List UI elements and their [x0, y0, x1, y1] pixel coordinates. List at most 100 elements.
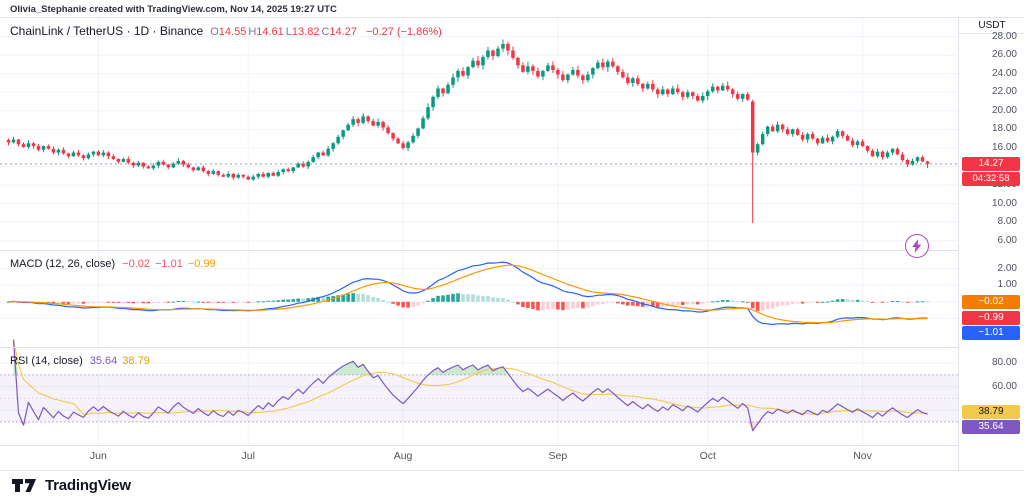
- candle-body: [301, 163, 305, 167]
- candle-body: [311, 157, 315, 162]
- candle-body: [386, 127, 390, 134]
- macd-histogram-bar: [436, 295, 440, 302]
- macd-histogram-bar: [241, 301, 246, 303]
- candle-body: [925, 161, 930, 164]
- candle-body: [376, 121, 380, 126]
- candle-body: [691, 92, 695, 96]
- macd-histogram-bar: [351, 293, 355, 302]
- rsi-band-layer: [0, 339, 958, 431]
- candle-body: [196, 167, 201, 171]
- macd-tick-label: 1.00: [997, 279, 1017, 291]
- candle-body: [21, 144, 26, 147]
- time-axis-label: Sep: [548, 450, 568, 462]
- symbol-title[interactable]: ChainLink / TetherUS · 1D · Binance: [10, 24, 204, 38]
- candle-body: [506, 43, 510, 51]
- rsi-title[interactable]: RSI (14, close): [10, 355, 83, 367]
- macd-histogram-bar: [805, 301, 810, 303]
- macd-histogram-bar: [780, 301, 785, 306]
- macd-title[interactable]: MACD (12, 26, close): [10, 258, 116, 270]
- tradingview-logo[interactable]: TradingView: [12, 477, 131, 494]
- macd-histogram-bar: [236, 301, 241, 303]
- candle-body: [146, 166, 151, 169]
- macd-histogram-bar: [785, 301, 790, 306]
- candle-body: [411, 135, 415, 143]
- candle-body: [31, 143, 36, 147]
- macd-histogram-bar: [56, 301, 61, 304]
- candle-body: [780, 124, 785, 130]
- macd-histogram-bar: [181, 300, 186, 302]
- macd-histogram-bar: [466, 294, 470, 302]
- candle-body: [860, 141, 865, 147]
- time-axis-top-line: [0, 445, 1024, 446]
- candle-body: [840, 131, 845, 136]
- price-tick-label: 8.00: [997, 216, 1017, 228]
- candle-body: [201, 167, 206, 172]
- macd-value-badge: −0.02: [962, 295, 1020, 310]
- macd-signal-line: [8, 264, 928, 324]
- macd-histogram-bar: [546, 301, 550, 310]
- macd-histogram-bar: [206, 301, 211, 303]
- macd-legend-value: −0.02: [122, 258, 150, 270]
- macd-histogram-bar: [171, 301, 176, 303]
- candle-body: [176, 160, 181, 164]
- rsi-overbought-fill: [328, 361, 374, 375]
- candle-body: [171, 163, 176, 168]
- macd-histogram-bar: [421, 301, 425, 304]
- candle-body: [81, 155, 86, 159]
- candle-body: [416, 128, 420, 136]
- candle-body: [91, 151, 96, 155]
- macd-histogram-bar: [481, 295, 485, 302]
- macd-histogram-bar: [646, 301, 650, 307]
- candle-body: [616, 66, 620, 72]
- candle-body: [251, 176, 255, 180]
- rsi-legend-value: 38.79: [122, 355, 150, 367]
- pane-separator-macd-rsi[interactable]: [0, 347, 1024, 348]
- macd-histogram-bar: [151, 301, 156, 304]
- macd-histogram-bar: [266, 300, 271, 302]
- macd-histogram-bar: [855, 299, 860, 302]
- macd-value-badge: −0.99: [962, 311, 1020, 326]
- candle-body: [316, 152, 320, 158]
- candle-body: [710, 86, 715, 92]
- candle-body: [586, 74, 590, 81]
- macd-histogram-bar: [66, 301, 71, 304]
- candle-body: [895, 148, 900, 155]
- candle-body: [211, 171, 216, 174]
- macd-histogram-bar: [740, 301, 745, 303]
- macd-histogram-bar: [665, 301, 670, 307]
- pane-separator-price-macd[interactable]: [0, 250, 1024, 251]
- macd-histogram-bar: [321, 297, 325, 302]
- candle-body: [611, 61, 615, 67]
- chart-canvas[interactable]: [0, 0, 958, 470]
- macd-histogram-bar: [745, 301, 750, 303]
- price-scale-axis[interactable]: USDT 14.27 04:32:58 28.00 26.00 24.00 22.00…: [958, 18, 1024, 470]
- candle-body: [256, 173, 260, 177]
- ohlc-label: L: [285, 26, 292, 38]
- macd-histogram-bar: [556, 301, 560, 310]
- candle-body: [66, 153, 71, 157]
- macd-histogram-bar: [356, 293, 360, 302]
- candle-body: [536, 70, 540, 77]
- macd-histogram-bar: [760, 301, 765, 311]
- candle-body: [601, 62, 605, 68]
- instant-trading-button[interactable]: [905, 234, 929, 258]
- candle-body: [351, 119, 355, 125]
- price-tick-label: 6.00: [997, 234, 1017, 246]
- macd-histogram-bar: [695, 301, 700, 305]
- macd-histogram-bar: [770, 301, 775, 309]
- candle-body: [361, 116, 365, 123]
- candle-body: [591, 68, 595, 75]
- candle-body: [291, 167, 295, 172]
- candle-body: [720, 85, 725, 91]
- macd-histogram-bar: [750, 301, 755, 309]
- candle-body: [526, 66, 530, 72]
- candle-body: [306, 161, 310, 167]
- macd-histogram-bar: [795, 301, 800, 304]
- macd-histogram-bar: [336, 295, 340, 302]
- ohlc-item: H14.61: [248, 22, 283, 39]
- candle-body: [226, 173, 231, 177]
- macd-histogram-bar: [521, 301, 525, 307]
- candle-body: [431, 96, 435, 108]
- price-scale-currency-label[interactable]: USDT: [959, 18, 1024, 34]
- macd-histogram-bar: [700, 301, 705, 304]
